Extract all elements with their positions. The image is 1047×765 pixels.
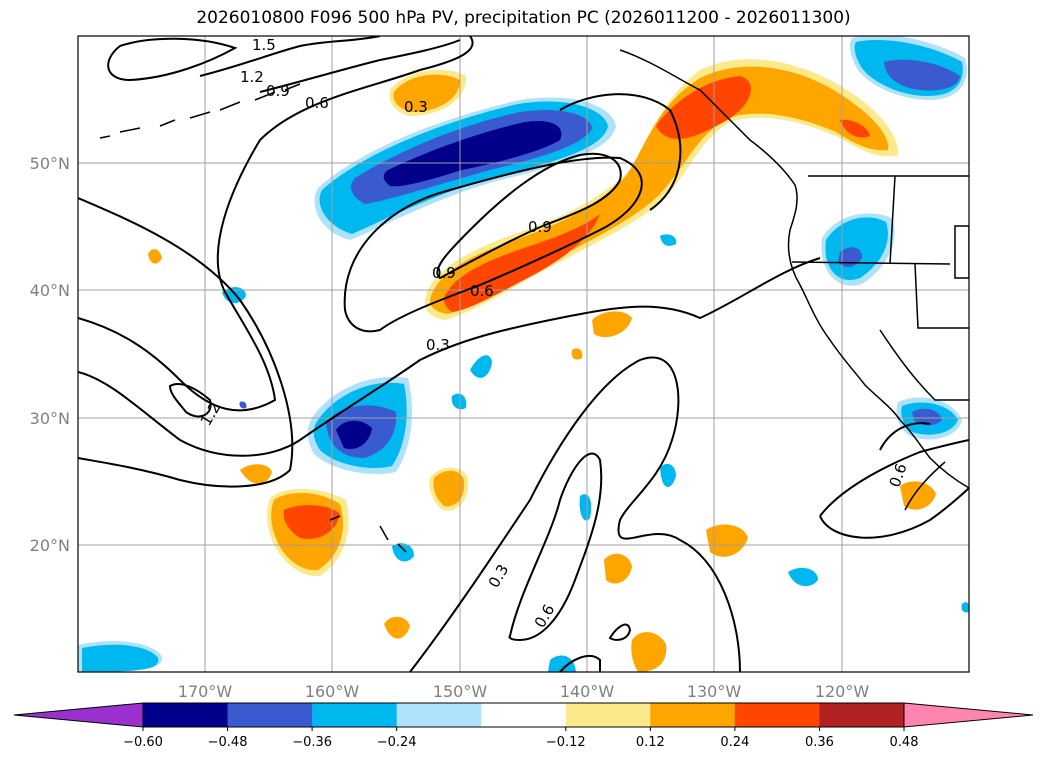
colorbar-tick-label: −0.60 (123, 735, 163, 750)
lat-label: 50°N (30, 154, 70, 173)
pv-contours (78, 36, 969, 672)
colorbar-frame (142, 702, 905, 728)
colorbar-segment (396, 703, 482, 727)
colorbar-tick-label: −0.24 (377, 735, 417, 750)
colorbar-segment (819, 703, 905, 727)
colorbar-tick-label: −0.12 (546, 735, 586, 750)
contour-label: 0.9 (528, 218, 552, 236)
latitude-labels: 50°N 40°N 30°N 20°N (30, 154, 70, 555)
colorbar-segment (227, 703, 313, 727)
contour-label: 0.9 (266, 82, 290, 100)
lon-label: 120°W (815, 682, 870, 701)
colorbar-segment (143, 703, 229, 727)
colorbar-segment (481, 703, 567, 727)
colorbar-tick-label: 0.36 (805, 735, 834, 750)
colorbar-tick-label: 0.48 (890, 735, 919, 750)
graticule (78, 36, 969, 672)
colorbar-segment (734, 703, 820, 727)
contour-label: 1.2 (240, 68, 264, 86)
lon-label: 150°W (433, 682, 488, 701)
contour-label: 1.5 (252, 36, 276, 54)
colorbar-tick-label: −0.36 (292, 735, 332, 750)
colorbar-segment (565, 703, 651, 727)
lon-label: 130°W (687, 682, 742, 701)
contour-label: 0.6 (470, 282, 494, 300)
colorbar-segment (312, 703, 398, 727)
contour-label: 0.9 (432, 264, 456, 282)
colorbar: −0.60 −0.48 −0.36 −0.24 −0.12 0.12 0.24 0.36 0.4… (13, 702, 1034, 750)
colorbar-extend-low (13, 702, 144, 728)
colorbar-tick-label: 0.24 (720, 735, 749, 750)
colorbar-extend-high (903, 702, 1034, 728)
lat-label: 40°N (30, 281, 70, 300)
lon-label: 170°W (178, 682, 233, 701)
coastlines (99, 49, 969, 553)
positive-precip-shading (148, 59, 936, 672)
lat-label: 30°N (30, 409, 70, 428)
colorbar-tick-label: 0.12 (636, 735, 665, 750)
colorbar-segment (650, 703, 736, 727)
contour-label: 0.3 (404, 98, 428, 116)
contour-label: 0.6 (305, 94, 329, 112)
map-title: 2026010800 F096 500 hPa PV, precipitatio… (196, 8, 851, 28)
contour-label: 0.3 (426, 336, 450, 354)
map-frame (77, 35, 970, 673)
lon-label: 160°W (305, 682, 360, 701)
longitude-labels: 170°W 160°W 150°W 140°W 130°W 120°W (178, 682, 870, 701)
lon-label: 140°W (560, 682, 615, 701)
lat-label: 20°N (30, 536, 70, 555)
negative-precip-shading (78, 36, 969, 672)
colorbar-tick-label: −0.48 (208, 735, 248, 750)
